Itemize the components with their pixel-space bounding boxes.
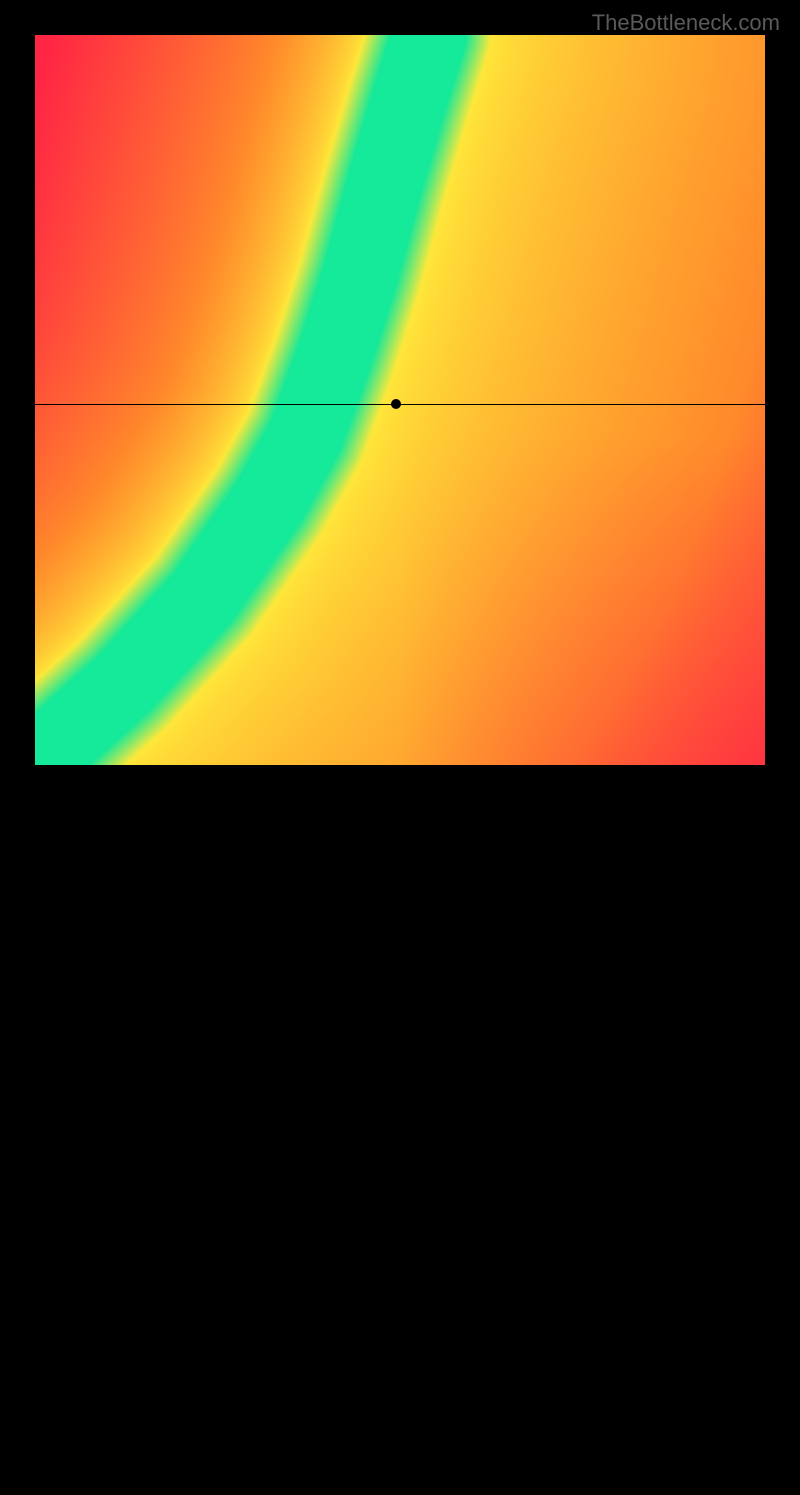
- marker-dot: [391, 399, 401, 409]
- heatmap-plot: [35, 35, 765, 765]
- crosshair-vertical: [396, 765, 397, 1495]
- watermark-text: TheBottleneck.com: [592, 10, 780, 36]
